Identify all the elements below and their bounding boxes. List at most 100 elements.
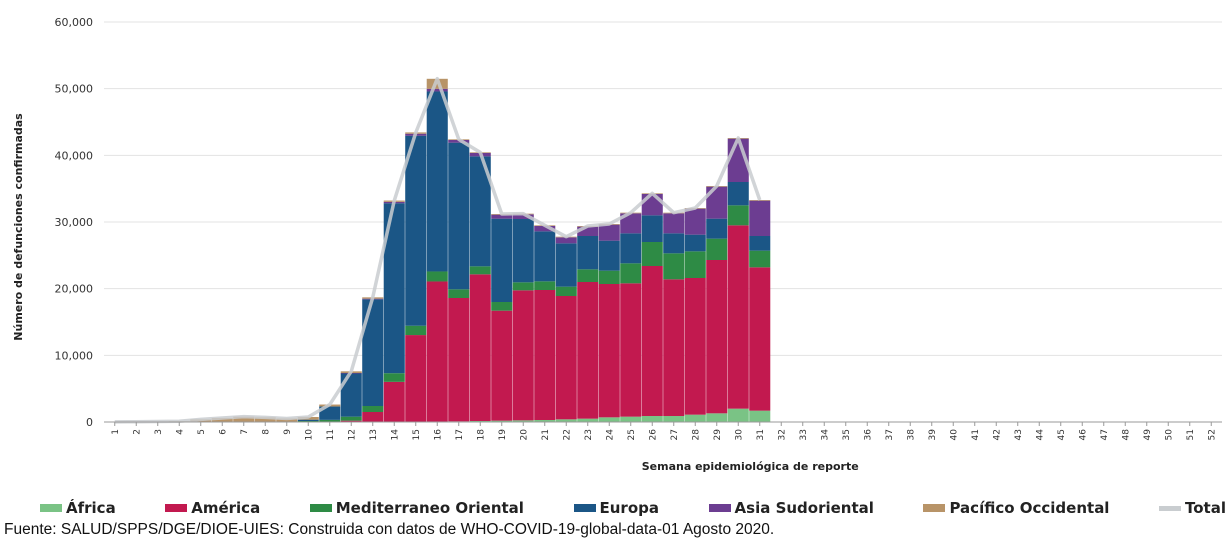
x-tick-label: 51 [1186,429,1196,440]
bar-segment [534,281,556,290]
x-tick-label: 1 [111,429,121,435]
total-line [114,76,762,424]
bar-segment [620,263,642,284]
bar-segment [555,243,577,287]
x-tick-label: 42 [992,429,1002,440]
x-tick-label: 21 [541,429,551,440]
legend-item: Asia Sudoriental [708,499,874,517]
bar-segment [254,417,276,422]
x-tick-label: 28 [691,429,701,441]
bar-segment [469,266,491,275]
x-tick-label: 44 [1035,429,1045,441]
bar-segment [534,290,556,420]
bar-segment [469,274,491,421]
bar-segment [405,135,427,326]
bar-segment [448,298,470,422]
bar-segment [233,416,255,422]
bar-segment [577,236,599,270]
bar-segment [362,412,384,422]
bar-segment [362,406,384,412]
bar-segment [706,186,728,219]
bar-segment [598,417,620,422]
y-tick-label: 50,000 [55,83,94,96]
bar-segment [555,237,577,244]
x-tick-label: 26 [648,429,658,441]
legend-label: Europa [599,499,660,517]
bar-segment [663,279,685,416]
legend-item: Pacífico Occidental [923,499,1109,517]
bar-segment [555,286,577,296]
bar-segment [749,200,771,201]
bar-segment [598,224,620,241]
x-tick-label: 37 [885,429,895,440]
y-tick-label: 30,000 [55,216,94,229]
x-tick-label: 31 [756,429,766,440]
x-tick-label: 4 [175,429,185,435]
legend-label: Asia Sudoriental [734,499,874,517]
x-tick-label: 17 [455,429,465,440]
bar-segment [297,419,319,421]
bar-segment [641,416,663,422]
legend-item: América [165,499,260,517]
x-tick-label: 11 [326,429,336,440]
bar-segment [469,156,491,267]
x-tick-label: 35 [842,429,852,440]
y-tick-label: 0 [86,416,93,429]
x-tick-label: 38 [906,429,916,441]
y-axis-title: Número de defunciones confirmadas [12,113,25,341]
x-tick-label: 18 [476,429,486,441]
bar-segment [426,271,448,282]
y-tick-label: 40,000 [55,149,94,162]
bar-segment [211,418,233,422]
legend-item: Total [1159,499,1226,517]
x-tick-label: 8 [261,429,271,435]
bar-segment [555,296,577,420]
x-tick-label: 52 [1207,429,1217,440]
bar-segment [555,419,577,422]
legend-swatch [573,504,596,512]
bar-segment [684,208,706,235]
x-tick-label: 23 [584,429,594,440]
bar-segment [749,267,771,411]
bar-segment [319,406,341,420]
bar-segment [663,416,685,422]
x-tick-label: 10 [304,429,314,441]
bar-segment [663,213,685,234]
x-tick-label: 14 [390,429,400,441]
legend-swatch [40,504,62,512]
legend-item: África [40,499,116,517]
source-note: Fuente: SALUD/SPPS/DGE/DIOE-UIES: Constr… [4,521,775,538]
bar-segment [706,413,728,422]
x-tick-label: 9 [283,429,293,435]
x-axis-title: Semana epidemiológica de reporte [642,460,859,473]
legend-label: Pacífico Occidental [949,499,1110,517]
legend-item: Europa [573,499,660,517]
x-tick-label: 7 [240,429,250,435]
bar-segment [727,408,749,422]
legend-label: Mediterraneo Oriental [335,499,524,517]
legend-swatch [1159,505,1181,511]
x-tick-label: 15 [412,429,422,440]
legend-label: Total [1185,499,1226,517]
bar-segment [577,226,599,236]
bar-segment [641,242,663,266]
bar-segment [577,269,599,282]
bar-segment [684,414,706,422]
bar-segment [706,238,728,260]
x-tick-label: 49 [1143,429,1153,441]
bar-segment [362,299,384,406]
bar-segment [749,236,771,251]
x-tick-label: 3 [154,429,164,435]
bar-segment [598,240,620,271]
stacked-bar-chart: 0 10,000 20,000 30,000 40,000 50,000 60,000 Núm… [12,16,1222,473]
bar-segment [727,225,749,409]
bar-segment [383,373,405,382]
bar-segment [534,231,556,282]
legend-swatch [708,504,731,512]
legend-swatch [309,504,332,512]
bar-segment [405,335,427,422]
bar-segment [512,219,534,283]
bar-segment [512,420,534,422]
bar-segment [598,284,620,418]
x-tick-label: 40 [949,429,959,441]
